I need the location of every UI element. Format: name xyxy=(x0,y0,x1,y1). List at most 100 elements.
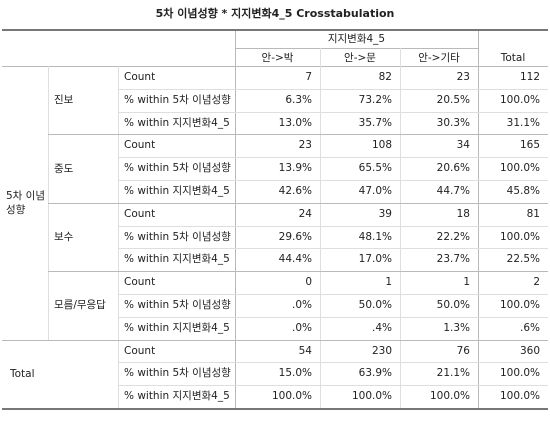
cell-value: 1 xyxy=(463,276,470,289)
statistic-label: % within 지지변화4_5 xyxy=(124,253,230,266)
cell-value: 81 xyxy=(526,207,540,220)
cell-value: 100.0% xyxy=(499,299,540,311)
cell-value: 29.6% xyxy=(278,230,312,243)
group-label: 보수 xyxy=(54,231,74,243)
rule xyxy=(2,339,548,341)
cell-value: .0% xyxy=(292,299,312,311)
statistic-label: Count xyxy=(124,344,156,357)
cell-value: 100.0% xyxy=(499,93,540,106)
rule xyxy=(400,48,401,408)
cell-value: 1.3% xyxy=(443,321,470,334)
cell-value: 100.0% xyxy=(271,390,312,403)
rule xyxy=(118,111,548,113)
rule xyxy=(118,248,548,250)
rule xyxy=(48,202,548,204)
cell-value: 23 xyxy=(298,139,312,152)
cell-value: 44.7% xyxy=(436,185,470,197)
rule xyxy=(2,29,548,31)
rule xyxy=(118,294,548,295)
rule xyxy=(118,362,548,364)
cell-value: 100.0% xyxy=(499,162,540,175)
column-label: 안->박 xyxy=(261,52,294,64)
cell-value: 48.1% xyxy=(358,230,392,243)
cell-value: 20.5% xyxy=(436,93,470,106)
cell-value: 42.6% xyxy=(278,185,312,197)
statistic-label: % within 5차 이념성향 xyxy=(124,162,231,175)
cell-value: 360 xyxy=(519,344,540,357)
column-header: 지지변화4_5 xyxy=(327,33,386,45)
cell-value: 100.0% xyxy=(499,390,540,403)
cell-value: 6.3% xyxy=(285,93,312,106)
cell-value: 15.0% xyxy=(278,367,312,380)
rule xyxy=(118,180,548,181)
total-label: Total xyxy=(10,367,35,380)
rule xyxy=(478,31,479,408)
rule xyxy=(118,316,548,318)
cell-value: 31.1% xyxy=(506,116,540,129)
rule xyxy=(48,271,548,273)
rule xyxy=(320,48,321,408)
cell-value: 100.0% xyxy=(351,390,392,403)
cell-value: 39 xyxy=(378,207,392,220)
group-label: 중도 xyxy=(54,162,74,175)
group-label: 진보 xyxy=(54,94,74,107)
cell-value: 45.8% xyxy=(506,185,540,197)
statistic-label: % within 지지변화4_5 xyxy=(124,321,230,334)
statistic-label: % within 지지변화4_5 xyxy=(124,116,230,129)
cell-value: 35.7% xyxy=(358,116,392,129)
cell-value: 22.5% xyxy=(506,253,540,266)
statistic-label: % within 5차 이념성향 xyxy=(124,367,231,380)
statistic-label: Count xyxy=(124,71,156,83)
rule xyxy=(118,66,119,408)
cell-value: 63.9% xyxy=(358,367,392,380)
rule xyxy=(48,134,548,136)
rule xyxy=(235,31,236,408)
statistic-label: % within 5차 이념성향 xyxy=(124,299,231,311)
cell-value: 230 xyxy=(371,344,392,357)
cell-value: 17.0% xyxy=(358,253,392,266)
cell-value: 1 xyxy=(385,276,392,289)
cell-value: 34 xyxy=(456,139,470,152)
cell-value: 65.5% xyxy=(358,162,392,175)
cell-value: 108 xyxy=(371,139,392,152)
cell-value: 13.0% xyxy=(278,116,312,129)
cell-value: 54 xyxy=(298,344,312,357)
cell-value: 73.2% xyxy=(358,93,392,106)
column-label: Total xyxy=(500,52,526,64)
cell-value: .6% xyxy=(520,321,540,334)
rule xyxy=(235,48,478,49)
statistic-label: % within 지지변화4_5 xyxy=(124,185,230,197)
cell-value: 13.9% xyxy=(278,162,312,175)
statistic-label: % within 5차 이념성향 xyxy=(124,93,231,106)
cell-value: 165 xyxy=(519,139,540,152)
cell-value: .4% xyxy=(372,321,392,334)
cell-value: 7 xyxy=(305,71,312,83)
row-header: 5차 이념성향 xyxy=(6,189,45,216)
cell-value: 22.2% xyxy=(436,230,470,243)
cell-value: 24 xyxy=(298,207,312,220)
cell-value: 23.7% xyxy=(436,253,470,266)
rule xyxy=(118,225,548,227)
cell-value: 50.0% xyxy=(436,299,470,311)
cell-value: .0% xyxy=(292,321,312,334)
statistic-label: % within 지지변화4_5 xyxy=(124,390,230,403)
cell-value: 20.6% xyxy=(436,162,470,175)
statistic-label: Count xyxy=(124,207,156,220)
statistic-label: % within 5차 이념성향 xyxy=(124,230,231,243)
cell-value: 44.4% xyxy=(278,253,312,266)
table-title: 5차 이념성향 * 지지변화4_5 Crosstabulation xyxy=(155,7,395,20)
cell-value: 21.1% xyxy=(436,367,470,380)
cell-value: 100.0% xyxy=(499,367,540,380)
statistic-label: Count xyxy=(124,276,156,289)
cell-value: 50.0% xyxy=(358,299,392,311)
column-label: 안->문 xyxy=(344,52,376,64)
statistic-label: Count xyxy=(124,139,156,152)
cell-value: 30.3% xyxy=(436,116,470,129)
cell-value: 2 xyxy=(533,276,540,289)
rule xyxy=(118,88,548,90)
cell-value: 18 xyxy=(456,207,470,220)
rule xyxy=(2,66,548,67)
cell-value: 100.0% xyxy=(429,390,470,403)
cell-value: 100.0% xyxy=(499,230,540,243)
column-label: 안->기타 xyxy=(418,52,460,64)
